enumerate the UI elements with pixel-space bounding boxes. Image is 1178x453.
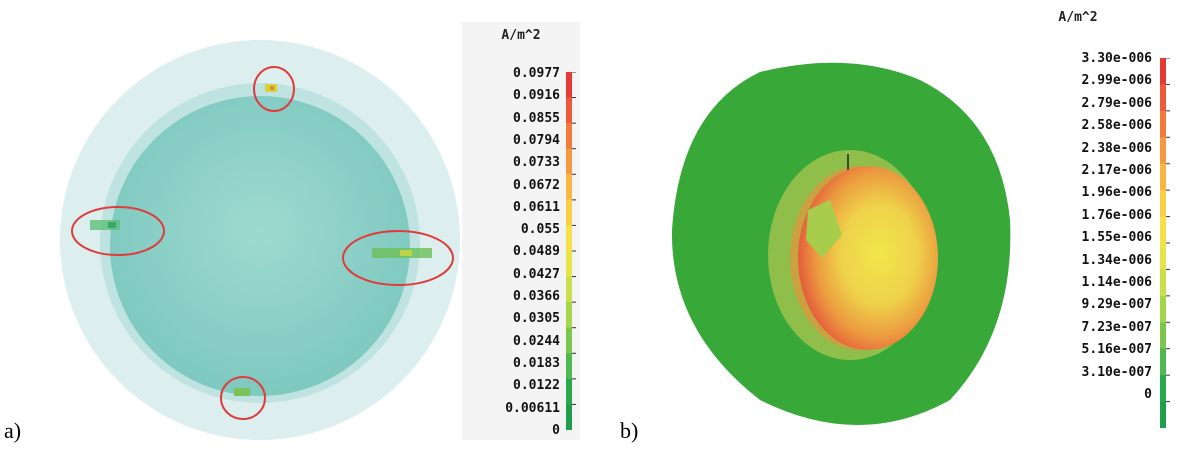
legend-tick-label: 0.0733 <box>513 155 560 171</box>
colorbar-segment <box>1160 58 1166 85</box>
annotation-circle-right <box>342 230 454 286</box>
current-density-plot-a <box>60 40 460 440</box>
hotspot-right <box>372 248 432 258</box>
hotspot-top <box>265 84 277 92</box>
colorbar-segment <box>1160 348 1166 376</box>
legend-tick-label: 0.0122 <box>513 378 560 394</box>
legend-tick-label: 0.0672 <box>513 177 560 193</box>
legend-tick-label: 2.79e-006 <box>1081 95 1152 111</box>
current-density-plot-b <box>671 62 1011 425</box>
figure-a: A/m^2 0.0977 0.0916 0.0855 0.0794 0.0733 0.06… <box>60 22 580 440</box>
legend-tick-label: 1.34e-006 <box>1081 252 1152 268</box>
legend-tick-label: 1.14e-006 <box>1081 275 1152 290</box>
colorbar-segment <box>1160 137 1166 165</box>
colorbar-segment <box>1160 322 1166 350</box>
annotation-circle-bottom <box>220 376 266 420</box>
colorbar-segment <box>1160 216 1166 244</box>
colorbar-segment <box>566 225 572 252</box>
inner-sphere <box>110 96 410 396</box>
legend-background <box>462 22 580 440</box>
legend-tick-label: 2.38e-006 <box>1081 140 1152 156</box>
colorbar-segment <box>566 404 572 430</box>
legend-tick-label: 1.76e-006 <box>1081 207 1152 223</box>
annotation-circle-top <box>253 66 295 112</box>
colorbar-segment <box>1160 110 1166 138</box>
colorbar-segment <box>1160 84 1166 112</box>
green-patch <box>806 200 842 258</box>
colorbar-segment <box>566 72 572 99</box>
legend-tick-label: 0.0183 <box>513 355 560 371</box>
legend-tick-label: 0.0427 <box>513 266 560 282</box>
legend-tick-label: 0.0794 <box>513 132 560 148</box>
colorbar-segment <box>1160 190 1166 218</box>
hotspot-bottom <box>234 388 250 396</box>
legend-tick-label: 2.17e-006 <box>1081 163 1152 178</box>
legend-tick-label: 0.0244 <box>513 333 560 349</box>
legend-tick-label: 0.0855 <box>513 110 560 126</box>
panel-label-a: a) <box>4 418 22 443</box>
legend-tick-label: 0.0916 <box>513 88 560 104</box>
colorbar-segment <box>566 378 572 405</box>
colorbar-b <box>1160 58 1170 428</box>
legend-tick-label: 9.29e-007 <box>1081 297 1152 313</box>
legend-tick-label: 2.58e-006 <box>1081 118 1152 134</box>
colorbar-segment <box>566 174 572 201</box>
colorbar-segment <box>566 276 572 303</box>
legend-tick-label: 0.00611 <box>505 400 560 416</box>
colorbar-segment <box>566 353 572 380</box>
legend-unit: A/m^2 <box>501 28 541 43</box>
legend-unit: A/m^2 <box>1058 10 1098 25</box>
colorbar-segment <box>566 302 572 329</box>
legend-tick-label: 3.30e-006 <box>1081 51 1152 66</box>
legend-tick-label: 1.55e-006 <box>1081 230 1152 246</box>
legend-tick-label: 0.055 <box>520 222 560 238</box>
hotspot-left <box>90 220 120 230</box>
colorbar-a <box>566 72 576 430</box>
colorbar-segment <box>1160 243 1166 270</box>
annotation-circle-left <box>71 206 165 256</box>
colorbar-segment <box>1160 401 1166 428</box>
colorbar-segment <box>566 251 572 278</box>
colorbar-segment <box>566 148 572 175</box>
legend-tick-label: 0.0977 <box>513 66 560 81</box>
legend-tick-label: 0.0366 <box>513 289 560 304</box>
legend-tick-label: 2.99e-006 <box>1081 73 1152 89</box>
hot-cap <box>798 166 938 350</box>
colorbar-segment <box>1160 269 1166 297</box>
legend-tick-label: 0.0611 <box>513 199 560 215</box>
legend-tick-label: 0.0489 <box>513 244 560 260</box>
legend-tick-label: 1.96e-006 <box>1081 185 1152 201</box>
colorbar-segment <box>566 123 572 150</box>
colorbar-segment <box>566 97 572 124</box>
legend-tick-label: 7.23e-007 <box>1081 319 1152 335</box>
colorbar-segment <box>1160 295 1166 323</box>
colorbar-segment <box>1160 375 1166 403</box>
colorbar-segment <box>566 327 572 354</box>
legend-tick-label: 5.16e-007 <box>1081 342 1152 358</box>
legend-tick-label: 0 <box>1144 387 1152 402</box>
legend-tick-label: 0.0305 <box>513 311 560 327</box>
panel-label-b: b) <box>620 418 639 443</box>
legend-tick-label: 3.10e-007 <box>1081 364 1152 380</box>
colorbar-segment <box>1160 163 1166 191</box>
colorbar-segment <box>566 199 572 226</box>
legend-tick-label: 0 <box>552 422 560 438</box>
figure-b: A/m^2 3.30e-006 2.99e-006 2.79e-006 2.58e-0… <box>620 0 1178 448</box>
